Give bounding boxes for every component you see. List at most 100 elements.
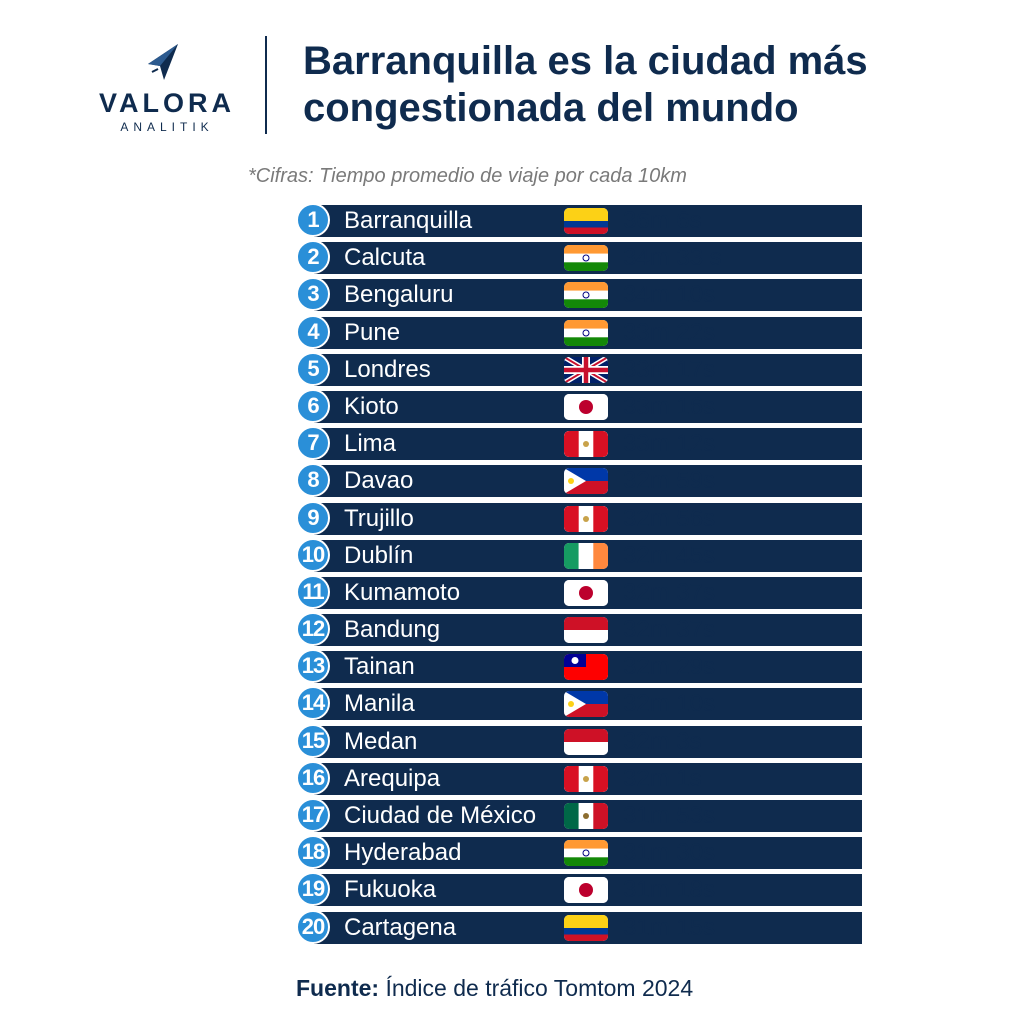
rank-badge: 5 [296,351,330,386]
table-row: 4 Pune 33m 22s [296,314,862,352]
city-name: Arequipa [344,764,441,792]
source-note: Fuente: Índice de tráfico Tomtom 2024 [296,975,856,1002]
source-label: Fuente: [296,975,380,1001]
india-flag-icon [564,840,608,867]
valora-analitik-logo: VALORA ANALITIK [92,42,242,134]
table-row: 19 Fukuoka 31m 18s [296,872,862,909]
city-name: Davao [344,467,414,495]
travel-time: 31m 30s [623,839,716,867]
table-row: 3 Bengaluru 34m 10s [296,277,862,314]
table-row: 13 Tainan 32m 29s [296,649,862,686]
ireland-flag-icon [564,542,608,569]
header-divider [265,36,267,134]
rank-badge: 4 [296,314,330,349]
table-row: 10 Dublín 32m 45s [296,537,862,575]
city-name: Bengaluru [344,281,454,309]
table-row: 14 Manila 32m 10s [296,686,862,723]
city-name: Fukuoka [344,876,437,904]
travel-time: 32m 37s [623,616,716,644]
rank-badge: 20 [296,909,330,944]
japan-flag-icon [564,393,608,420]
city-name: Barranquilla [344,207,473,234]
title-line-1: Barranquilla es la ciudad más [303,39,868,83]
city-name: Pune [344,318,401,346]
table-row: 2 Calcuta 34m 33 s [296,240,862,277]
ranking-table: 1 Barranquilla 36m 6s 2 Calcuta 34m 33 s 3 Beng… [296,203,862,947]
city-name: Kioto [344,392,399,420]
philippines-flag-icon [564,691,608,718]
rank-badge: 18 [296,835,330,870]
travel-time: 34m 10s [623,281,716,309]
city-name: Hyderabad [344,839,462,867]
travel-time: 32m 59s [623,467,716,495]
table-row: 5 Londres 33m 17s [296,351,862,389]
rank-badge: 6 [296,388,330,423]
title-line-2: congestionada del mundo [303,86,799,130]
city-name: Trujillo [344,504,414,532]
colombia-flag-icon [564,208,608,234]
page-title: Barranquilla es la ciudad más congestion… [303,38,1003,132]
travel-time: 32m 45s [623,541,716,569]
mexico-flag-icon [564,803,608,829]
rank-badge: 1 [296,203,330,237]
rank-badge: 17 [296,798,330,832]
travel-time: 32m 56s [623,504,716,532]
table-row: 9 Trujillo 32m 56s [296,500,862,538]
city-name: Tainan [344,653,415,681]
rank-badge: 19 [296,872,330,907]
rank-badge: 12 [296,612,330,647]
japan-flag-icon [564,579,608,606]
travel-time: 32m 3s [623,727,702,755]
travel-time: 36m 6s [623,207,702,234]
paper-plane-logo-icon [148,44,178,80]
rank-badge: 3 [296,277,330,312]
table-row: 20 Cartagena 31m 15s [296,909,862,947]
peru-flag-icon [564,431,608,458]
rank-badge: 14 [296,686,330,721]
city-name: Manila [344,690,415,718]
peru-flag-icon [564,505,608,532]
india-flag-icon [564,282,608,309]
rank-badge: 8 [296,463,330,498]
city-name: Kumamoto [344,578,461,606]
travel-time: 32m 37s [623,578,716,606]
brand-subname: ANALITIK [120,120,214,134]
indonesia-flag-icon [564,617,608,644]
table-row: 17 Ciudad de México 31m 53s [296,798,862,835]
city-name: Medan [344,727,418,755]
brand-name: VALORA [99,88,235,118]
city-name: Calcuta [344,244,426,272]
travel-time: 32m 1s [623,764,702,792]
travel-time: 31m 18s [623,876,716,904]
india-flag-icon [564,319,608,346]
rank-badge: 15 [296,723,330,758]
table-row: 12 Bandung 32m 37s [296,612,862,649]
table-row: 18 Hyderabad 31m 30s [296,835,862,872]
india-flag-icon [564,245,608,272]
japan-flag-icon [564,877,608,904]
table-row: 6 Kioto 33m 16s [296,388,862,426]
city-name: Bandung [344,616,441,644]
rank-badge: 9 [296,500,330,535]
travel-time: 32m 29s [623,653,716,681]
travel-time: 33m 16s [623,392,716,420]
rank-badge: 7 [296,426,330,461]
travel-time: 32m 10s [623,690,716,718]
travel-time: 33m 17s [623,355,716,383]
source-text: Índice de tráfico Tomtom 2024 [379,975,694,1001]
table-row: 11 Kumamoto 32m 37s [296,574,862,612]
city-name: Cartagena [344,913,457,941]
travel-time: 33m 12s [623,430,716,458]
indonesia-flag-icon [564,728,608,755]
chart-subtitle: *Cifras: Tiempo promedio de viaje por ca… [248,165,687,187]
travel-time: 33m 22s [623,318,716,346]
city-name: Ciudad de México [344,802,537,829]
taiwan-flag-icon [564,654,608,681]
city-name: Dublín [344,541,414,569]
travel-time: 31m 53s [623,802,716,829]
table-row: 15 Medan 32m 3s [296,723,862,761]
philippines-flag-icon [564,468,608,495]
table-row: 16 Arequipa 32m 1s [296,760,862,798]
uk-flag-icon [564,356,608,383]
table-row: 7 Lima 33m 12s [296,426,862,463]
